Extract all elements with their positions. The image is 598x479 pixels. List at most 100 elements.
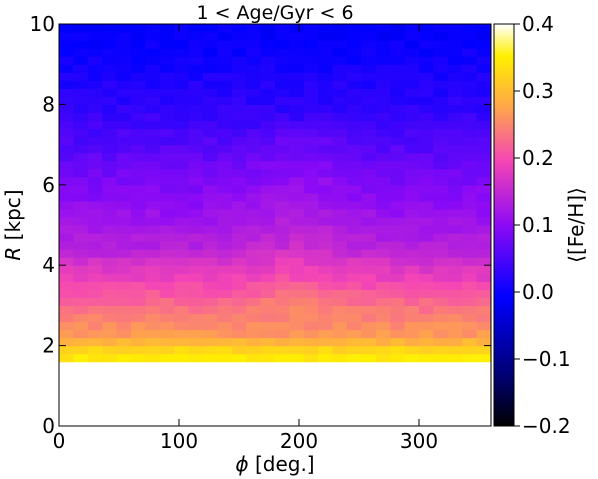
heatmap-cell [217,225,233,234]
heatmap-cell [404,120,420,130]
heatmap-cell [347,160,362,170]
heatmap-cell [174,176,190,186]
heatmap-cell [476,168,491,178]
heatmap-cell [260,345,276,355]
heatmap-cell [159,80,175,89]
heatmap-cell [303,144,319,154]
heatmap-cell [174,112,190,122]
heatmap-cell [231,80,247,89]
heatmap-cell [318,168,334,178]
heatmap-cell [246,289,262,298]
heatmap-cell [73,265,89,274]
heatmap-cell [375,168,391,178]
heatmap-cell [145,225,161,234]
heatmap-cell [447,128,463,138]
heatmap-cell [303,337,319,347]
heatmap-cell [390,128,406,138]
heatmap-cell [447,233,463,242]
heatmap-cell [404,176,420,186]
heatmap-cell [246,136,262,146]
heatmap-cell [159,152,175,162]
heatmap-cell [318,353,334,363]
heatmap-cell [145,104,161,114]
colorbar-tick-label: 0.2 [522,146,554,170]
heatmap-cell [203,104,218,114]
heatmap-cell [203,160,218,170]
heatmap-cell [289,96,305,105]
heatmap-cell [347,144,362,154]
heatmap-cell [174,136,190,146]
heatmap-cell [476,80,491,89]
heatmap-cell [102,313,118,323]
heatmap-cell [419,216,434,226]
heatmap-cell [447,120,463,130]
heatmap-cell [174,104,190,114]
heatmap-cell [188,305,204,315]
heatmap-cell [404,112,420,122]
heatmap-cell [145,273,161,282]
heatmap-cell [73,249,89,258]
heatmap-cell [419,265,434,274]
heatmap-cell [116,241,132,250]
heatmap-cell [116,96,132,105]
heatmap-cell [390,353,406,363]
heatmap-cell [303,297,319,306]
heatmap-cell [476,216,491,226]
heatmap-cell [375,249,391,258]
heatmap-cell [318,56,334,65]
heatmap-cell [375,32,391,41]
heatmap-cell [275,80,290,89]
heatmap-cell [217,192,233,202]
heatmap-cell [102,353,118,363]
heatmap-cell [246,88,262,97]
heatmap-cell [131,168,146,178]
heatmap-cell [361,313,377,323]
heatmap-cell [217,64,233,73]
heatmap-cell [73,104,89,114]
heatmap-cell [246,160,262,170]
heatmap-cell [361,112,377,122]
heatmap-cell [203,144,218,154]
heatmap-cell [419,345,434,355]
heatmap-cell [203,184,218,194]
heatmap-cell [419,72,434,81]
heatmap-cell [318,225,334,234]
heatmap-cell [131,297,146,306]
heatmap-cell [116,144,132,154]
heatmap-cell [347,321,362,331]
heatmap-cell [59,104,74,114]
heatmap-cell [87,313,103,323]
heatmap-cell [332,321,348,331]
heatmap-cell [433,80,449,89]
heatmap-cell [433,24,449,33]
x-tick-label: 100 [160,429,198,453]
heatmap-cell [275,136,290,146]
heatmap-cell [419,233,434,242]
heatmap-cell [375,48,391,57]
heatmap-cell [318,281,334,290]
heatmap-cell [361,96,377,105]
heatmap-cell [275,313,290,323]
heatmap-cell [159,305,175,315]
heatmap-cell [476,353,491,363]
heatmap-cell [217,88,233,97]
heatmap-cell [102,337,118,347]
heatmap-cell [318,64,334,73]
heatmap-cell [404,257,420,266]
heatmap-cell [145,265,161,274]
heatmap-cell [289,24,305,33]
heatmap-cell [87,273,103,282]
colorbar-tick-label: −0.2 [522,414,571,438]
heatmap-cell [390,120,406,130]
heatmap-cell [347,136,362,146]
heatmap-cell [275,32,290,41]
heatmap-cell [289,144,305,154]
heatmap-cell [361,136,377,146]
heatmap-cell [433,313,449,323]
heatmap-cell [361,24,377,33]
heatmap-cell [217,56,233,65]
heatmap-cell [246,345,262,355]
heatmap-cell [419,192,434,202]
heatmap-cell [390,104,406,114]
heatmap-cell [131,216,146,226]
